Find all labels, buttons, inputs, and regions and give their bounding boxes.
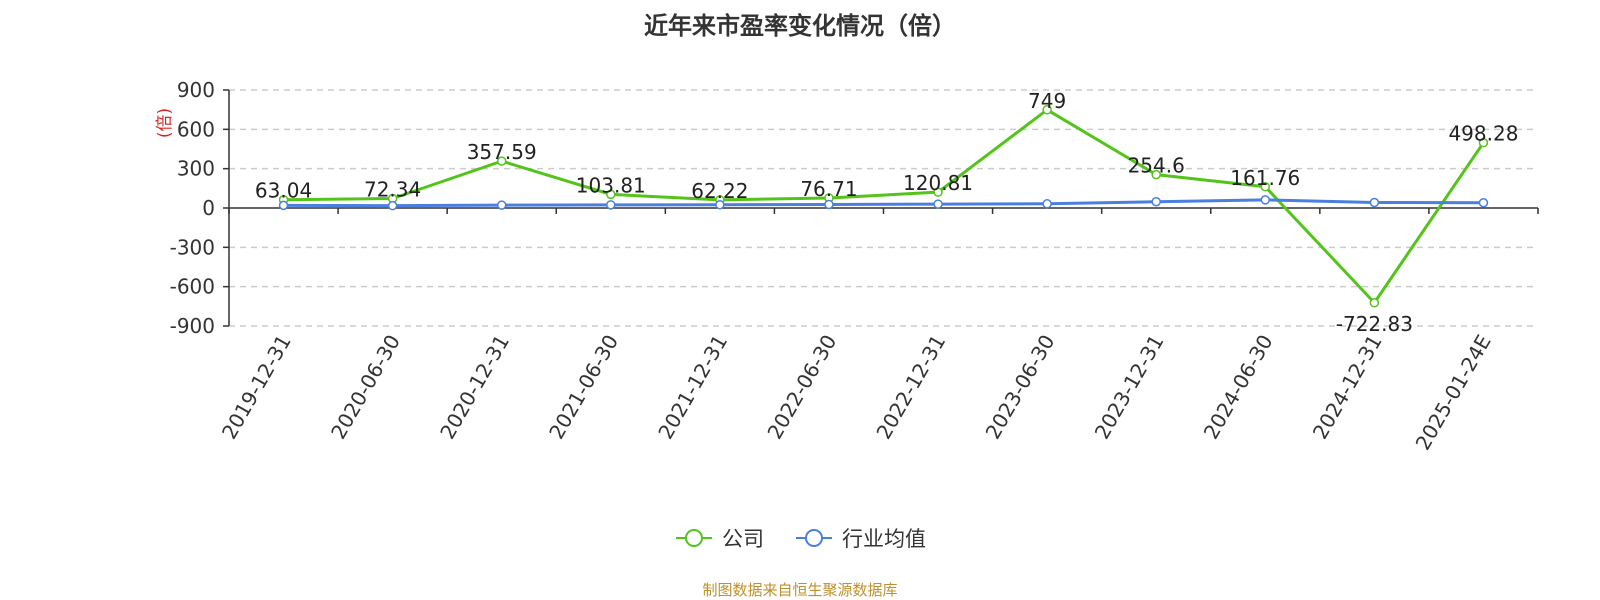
data-label: 63.04 <box>255 179 312 203</box>
data-label: -722.83 <box>1336 312 1413 336</box>
data-point <box>933 187 943 197</box>
data-point <box>606 200 616 210</box>
legend-company-label: 公司 <box>722 527 764 551</box>
legend-company-marker-icon <box>676 529 712 547</box>
data-point <box>715 199 725 210</box>
data-point <box>1478 137 1489 148</box>
x-tick-label: 2020-06-30 <box>326 331 405 444</box>
data-point <box>1260 195 1271 205</box>
y-tick-label: 900 <box>177 78 215 102</box>
data-label: 749 <box>1028 89 1066 113</box>
data-label: 254.6 <box>1128 154 1185 178</box>
data-label: 103.81 <box>576 173 646 197</box>
x-tick-label: 2022-06-30 <box>762 331 841 444</box>
data-label: 120.81 <box>903 171 973 195</box>
y-tick-label: -900 <box>170 314 215 338</box>
data-label: 498.28 <box>1448 122 1518 146</box>
y-tick-label: -300 <box>170 235 215 259</box>
data-point <box>1151 169 1161 180</box>
x-tick-label: 2019-12-31 <box>217 331 296 444</box>
x-tick-label: 2023-06-30 <box>981 331 1060 444</box>
data-point <box>1369 298 1380 308</box>
source-note: 制图数据来自恒生聚源数据库 <box>702 581 898 599</box>
data-label: 76.71 <box>800 177 857 201</box>
data-label: 357.59 <box>467 140 537 164</box>
x-tick-label: 2020-12-31 <box>435 331 514 444</box>
data-label: 161.76 <box>1230 166 1300 190</box>
y-tick-label: 600 <box>177 117 215 141</box>
legend-industry-label: 行业均值 <box>842 527 926 551</box>
x-tick-label: 2025-01-24E <box>1411 331 1496 455</box>
data-point <box>1042 199 1052 209</box>
x-tick-label: 2021-12-31 <box>653 331 732 444</box>
y-tick-label: 300 <box>177 157 215 181</box>
y-axis-label: (倍) <box>155 108 175 138</box>
x-tick-label: 2024-12-31 <box>1308 331 1387 444</box>
grid-lines <box>229 89 1538 327</box>
legend-industry-marker-icon <box>796 529 832 547</box>
data-point <box>278 200 289 211</box>
legend: 公司 行业均值 <box>0 520 1600 556</box>
chart-title: 近年来市盈率变化情况（倍） <box>644 12 956 40</box>
x-tick-label: 2024-06-30 <box>1199 331 1278 444</box>
data-point <box>824 199 834 210</box>
y-tick-label: -600 <box>170 275 215 299</box>
legend-item-company[interactable]: 公司 <box>674 523 764 553</box>
data-point <box>606 189 616 200</box>
x-tick-label: 2023-12-31 <box>1090 331 1169 444</box>
data-point <box>1260 182 1271 192</box>
x-tick-label: 2022-12-31 <box>871 331 950 444</box>
data-point <box>496 156 507 166</box>
data-labels: 63.04 72.34 357.59 103.81 62.22 76.71 120.81 74… <box>255 89 1519 336</box>
series-lines <box>278 105 1489 308</box>
data-point <box>1151 196 1161 207</box>
data-label: 62.22 <box>691 179 748 203</box>
data-point <box>1369 197 1380 208</box>
data-point <box>1478 198 1489 208</box>
data-label: 72.34 <box>364 178 421 202</box>
series-line <box>283 108 1485 305</box>
legend-item-industry[interactable]: 行业均值 <box>794 523 926 553</box>
y-tick-label: 0 <box>202 196 215 220</box>
data-point <box>387 200 398 211</box>
series-line <box>283 198 1484 208</box>
data-point <box>933 199 943 209</box>
data-point <box>496 200 507 210</box>
data-point <box>1042 105 1052 115</box>
x-tick-label: 2021-06-30 <box>544 331 623 444</box>
